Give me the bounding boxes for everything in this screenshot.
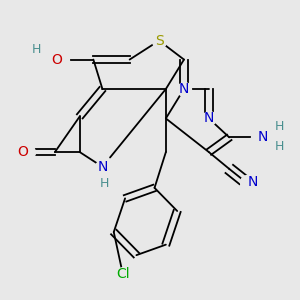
Text: H: H [32,43,41,56]
Text: H: H [100,177,110,190]
Text: N: N [179,82,189,96]
Text: S: S [155,34,164,48]
Text: H: H [274,120,284,134]
Text: N: N [97,160,108,174]
Text: H: H [274,140,284,153]
Text: Cl: Cl [116,267,130,281]
Text: N: N [258,130,268,144]
Text: O: O [51,52,62,67]
Text: N: N [248,175,258,188]
Text: O: O [17,145,28,159]
Text: N: N [204,112,214,125]
